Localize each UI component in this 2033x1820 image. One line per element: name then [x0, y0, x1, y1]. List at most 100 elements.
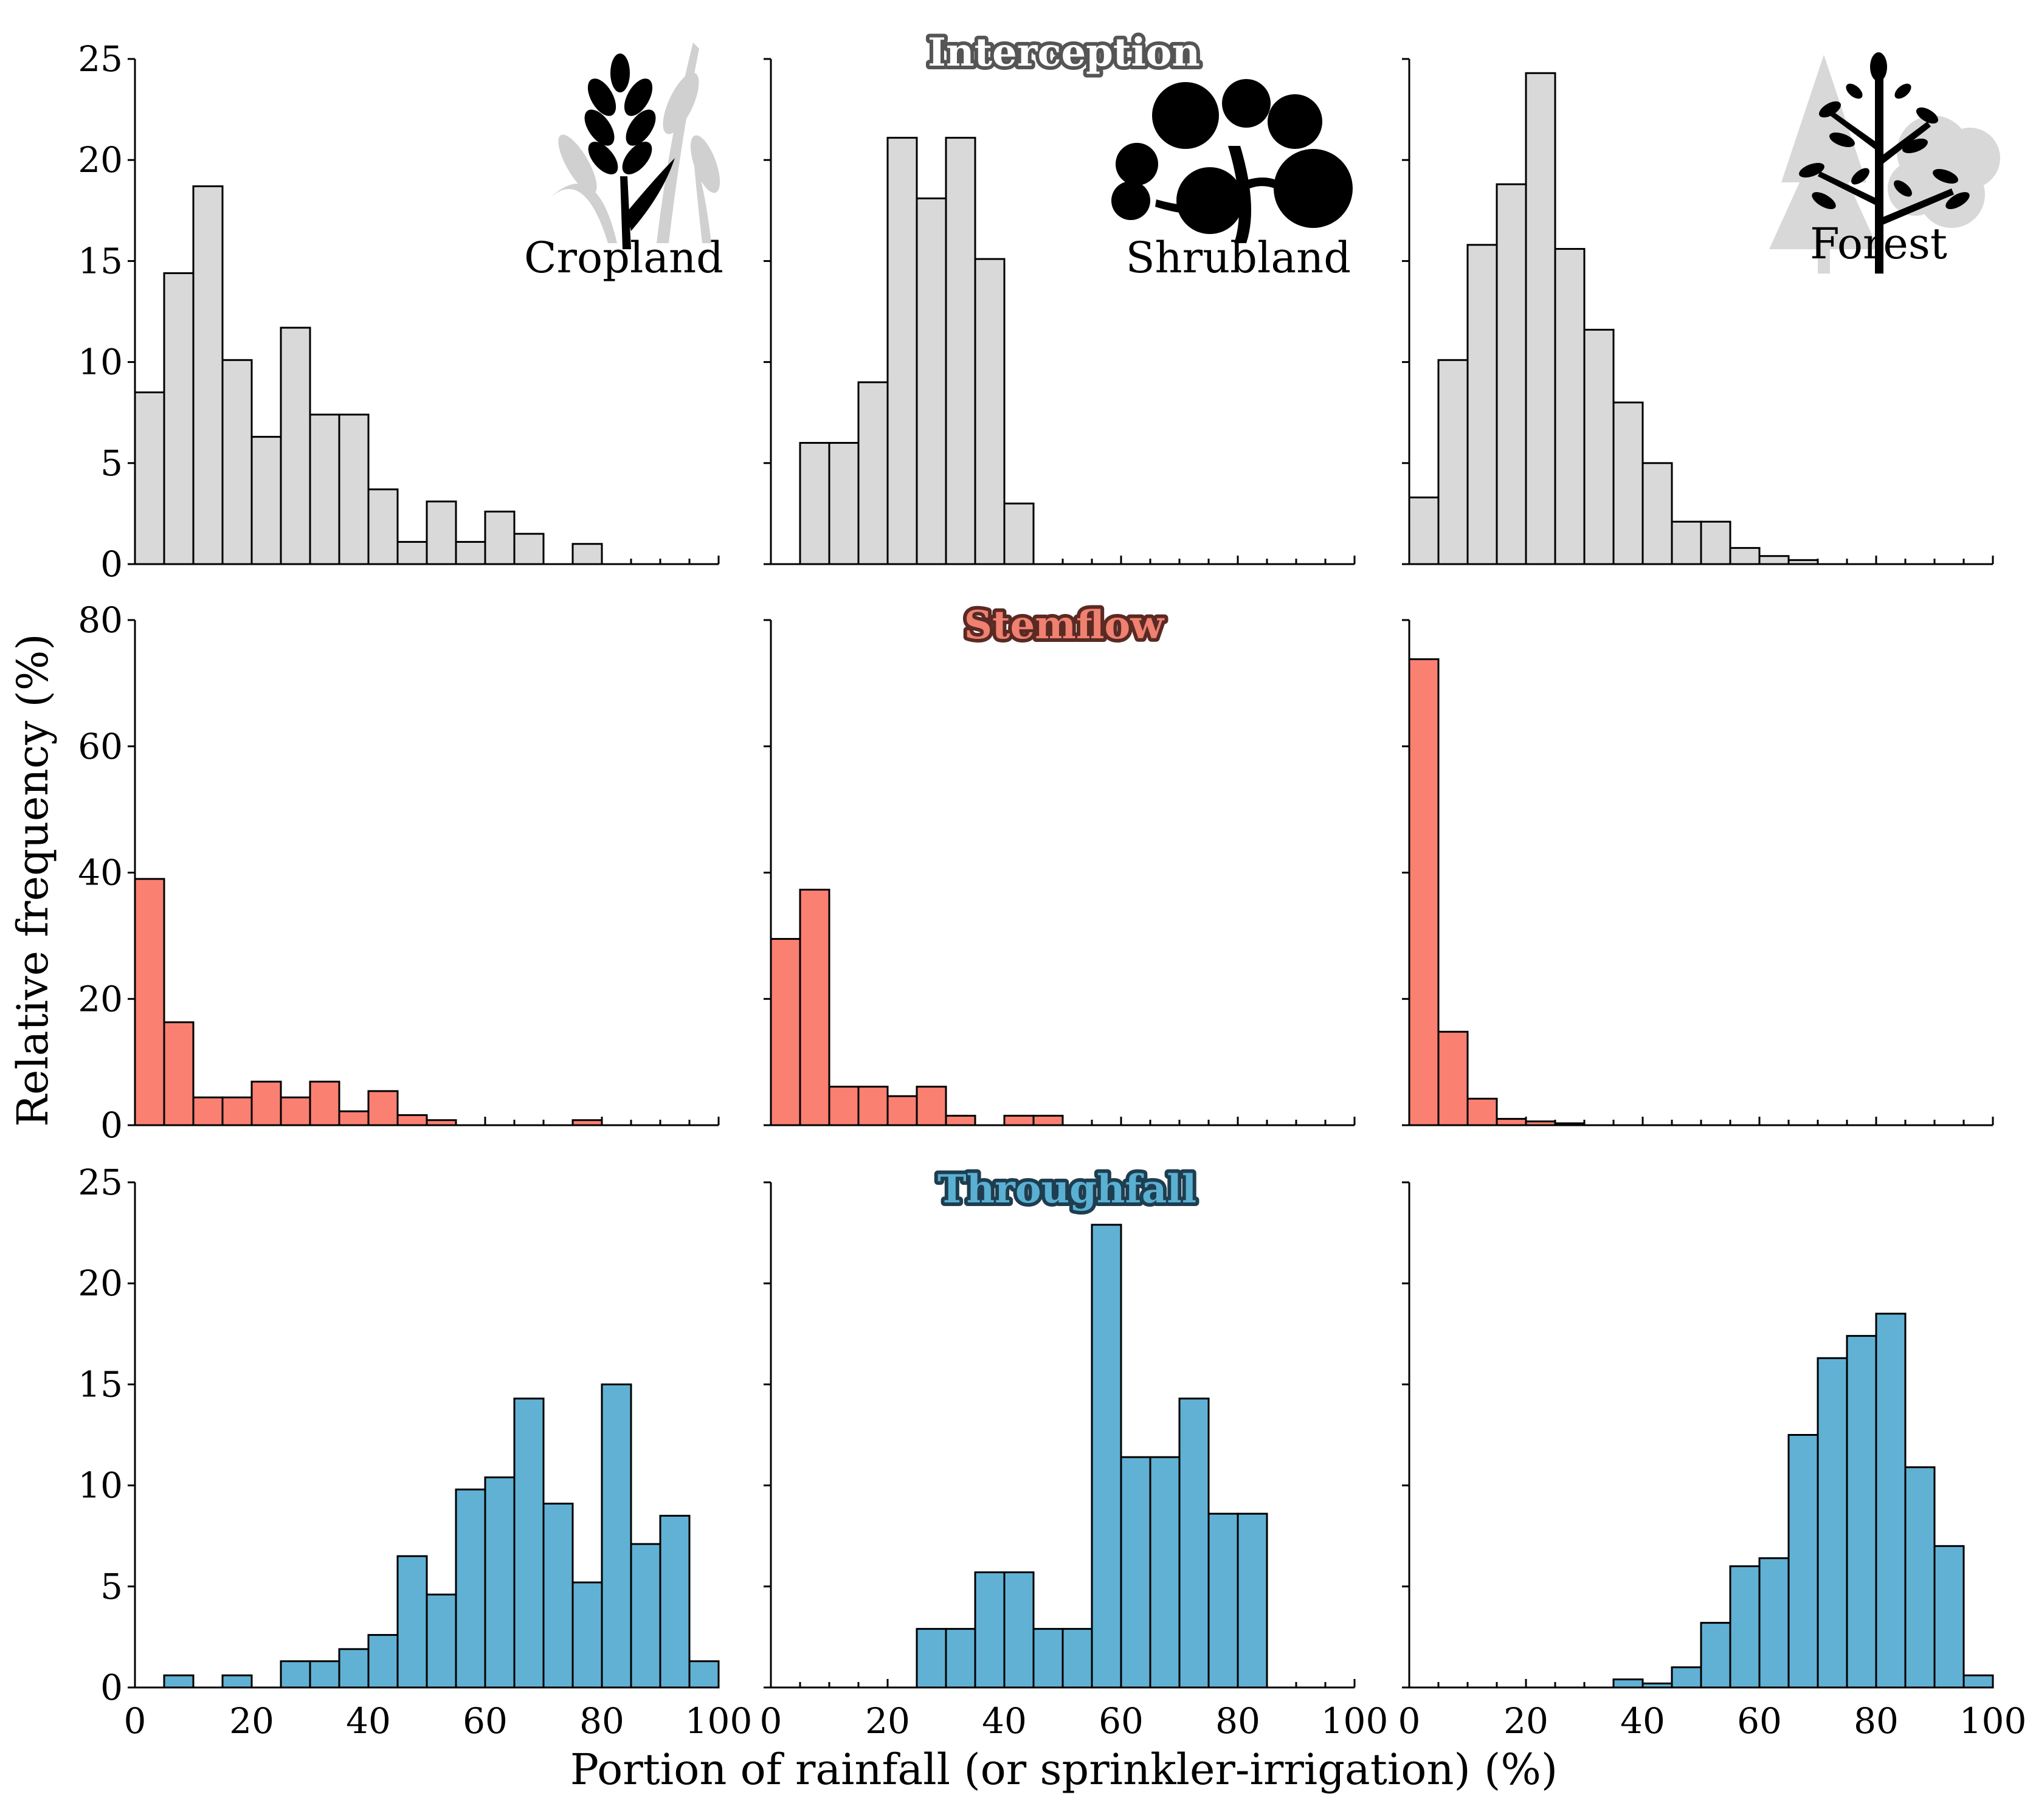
bar-interception-forest-1 [1437, 359, 1469, 565]
bar-throughfall-forest-17 [1904, 1466, 1936, 1689]
bar-interception-forest-6 [1583, 328, 1615, 565]
y-tick-label-throughfall-cropland-5: 5 [100, 1566, 123, 1607]
bar-interception-cropland-15 [571, 543, 603, 565]
x-tick-label-throughfall-cropland-100: 100 [685, 1700, 753, 1742]
bar-interception-forest-11 [1729, 546, 1761, 565]
bar-interception-shrubland-4 [886, 137, 918, 565]
bar-interception-forest-3 [1496, 183, 1527, 565]
bar-throughfall-shrubland-8 [1003, 1571, 1035, 1689]
bar-interception-forest-2 [1466, 244, 1498, 565]
bar-throughfall-shrubland-11 [1091, 1224, 1122, 1689]
x-tick-label-throughfall-shrubland-100: 100 [1321, 1700, 1389, 1742]
x-tick-label-throughfall-cropland-40: 40 [346, 1700, 391, 1742]
x-tick-label-throughfall-forest-40: 40 [1620, 1700, 1665, 1742]
panel-label-forest: Forest [1810, 219, 1947, 269]
x-tick-label-throughfall-shrubland-20: 20 [865, 1700, 910, 1742]
bar-throughfall-cropland-15 [571, 1581, 603, 1689]
bar-stemflow-shrubland-2 [828, 1086, 860, 1126]
bar-throughfall-cropland-13 [513, 1398, 545, 1689]
bar-throughfall-cropland-9 [396, 1555, 428, 1689]
bar-throughfall-shrubland-15 [1207, 1512, 1239, 1689]
bar-interception-cropland-7 [338, 413, 370, 565]
x-tick-label-throughfall-forest-80: 80 [1854, 1700, 1899, 1742]
bar-interception-forest-7 [1612, 401, 1644, 565]
y-tick-label-throughfall-cropland-20: 20 [78, 1263, 123, 1304]
bar-throughfall-cropland-8 [367, 1634, 399, 1689]
bar-stemflow-cropland-4 [250, 1080, 282, 1126]
bar-throughfall-cropland-10 [426, 1593, 457, 1689]
panel-label-shrubland: Shrubland [1126, 233, 1351, 283]
bar-interception-shrubland-6 [945, 137, 976, 565]
x-tick-label-throughfall-forest-100: 100 [1959, 1700, 2027, 1742]
x-tick-label-throughfall-forest-60: 60 [1737, 1700, 1782, 1742]
bar-throughfall-shrubland-13 [1149, 1456, 1181, 1689]
y-axis-title: Relative frequency (%) [8, 633, 58, 1126]
bar-stemflow-forest-3 [1496, 1118, 1527, 1126]
bar-interception-cropland-13 [513, 533, 545, 565]
bar-interception-shrubland-2 [828, 442, 860, 565]
bar-interception-cropland-6 [309, 413, 340, 565]
bar-throughfall-cropland-7 [338, 1648, 370, 1689]
bar-interception-forest-5 [1554, 247, 1586, 565]
bar-throughfall-forest-15 [1846, 1335, 1877, 1689]
bar-throughfall-shrubland-12 [1120, 1456, 1151, 1689]
x-tick-label-throughfall-cropland-80: 80 [579, 1700, 624, 1742]
x-tick-label-throughfall-shrubland-40: 40 [982, 1700, 1027, 1742]
bar-interception-shrubland-8 [1003, 502, 1035, 565]
bar-throughfall-shrubland-9 [1032, 1628, 1064, 1689]
bar-stemflow-forest-1 [1437, 1030, 1469, 1126]
bar-throughfall-cropland-18 [659, 1514, 691, 1689]
bar-throughfall-shrubland-16 [1237, 1512, 1268, 1689]
bar-stemflow-cropland-9 [396, 1114, 428, 1126]
x-tick-label-throughfall-shrubland-80: 80 [1215, 1700, 1260, 1742]
y-tick-label-stemflow-cropland-60: 60 [78, 726, 123, 767]
bar-interception-shrubland-1 [799, 442, 830, 565]
bar-stemflow-cropland-1 [163, 1021, 195, 1126]
bar-stemflow-cropland-5 [280, 1096, 311, 1126]
wheat-icon [547, 43, 720, 249]
x-tick-label-throughfall-cropland-0: 0 [124, 1700, 147, 1742]
bar-throughfall-cropland-19 [688, 1660, 720, 1689]
bar-interception-cropland-10 [426, 500, 457, 565]
tree-icon [1769, 52, 2000, 274]
y-tick-label-interception-cropland-25: 25 [78, 38, 123, 80]
y-tick-label-throughfall-cropland-10: 10 [78, 1465, 123, 1506]
bar-throughfall-forest-13 [1787, 1434, 1819, 1689]
bar-interception-forest-0 [1408, 496, 1440, 565]
bar-throughfall-shrubland-5 [916, 1628, 947, 1689]
bar-throughfall-forest-11 [1729, 1565, 1761, 1689]
shrub-icon [1111, 79, 1353, 243]
x-tick-label-throughfall-cropland-60: 60 [463, 1700, 508, 1742]
bar-stemflow-shrubland-4 [886, 1095, 918, 1126]
bar-interception-shrubland-7 [974, 258, 1006, 565]
bar-throughfall-cropland-5 [280, 1660, 311, 1689]
bar-interception-cropland-2 [192, 185, 224, 565]
y-tick-label-throughfall-cropland-15: 15 [78, 1363, 123, 1405]
y-tick-label-throughfall-cropland-0: 0 [100, 1667, 123, 1708]
bar-stemflow-cropland-0 [134, 878, 165, 1126]
x-tick-label-throughfall-cropland-20: 20 [229, 1700, 274, 1742]
bar-throughfall-cropland-6 [309, 1660, 340, 1689]
x-axis-title: Portion of rainfall (or sprinkler-irriga… [570, 1745, 1558, 1794]
panels-group: 0 5 10 15 20 25 0 20 40 60 80 0 5 10 15 20 25 0 20 40 60 80 10… [78, 38, 2026, 1742]
row-title-stemflow: Stemflow [964, 602, 1165, 648]
bar-throughfall-cropland-1 [163, 1674, 195, 1689]
bar-interception-cropland-3 [221, 359, 253, 565]
bar-stemflow-shrubland-8 [1003, 1114, 1035, 1126]
bar-throughfall-shrubland-14 [1178, 1398, 1210, 1689]
bar-stemflow-cropland-8 [367, 1090, 399, 1126]
bar-interception-cropland-8 [367, 488, 399, 565]
bar-throughfall-forest-18 [1933, 1545, 1965, 1689]
bar-interception-shrubland-3 [857, 381, 889, 565]
bar-interception-forest-10 [1700, 520, 1731, 565]
x-tick-label-throughfall-forest-20: 20 [1503, 1700, 1548, 1742]
bar-throughfall-shrubland-10 [1061, 1628, 1093, 1689]
bar-stemflow-cropland-3 [221, 1096, 253, 1126]
bar-stemflow-cropland-6 [309, 1080, 340, 1126]
bar-throughfall-cropland-3 [221, 1674, 253, 1689]
bar-throughfall-forest-12 [1758, 1557, 1790, 1689]
y-tick-label-interception-cropland-0: 0 [100, 543, 123, 585]
bar-throughfall-cropland-17 [630, 1543, 661, 1689]
panel-label-cropland: Cropland [524, 233, 723, 283]
